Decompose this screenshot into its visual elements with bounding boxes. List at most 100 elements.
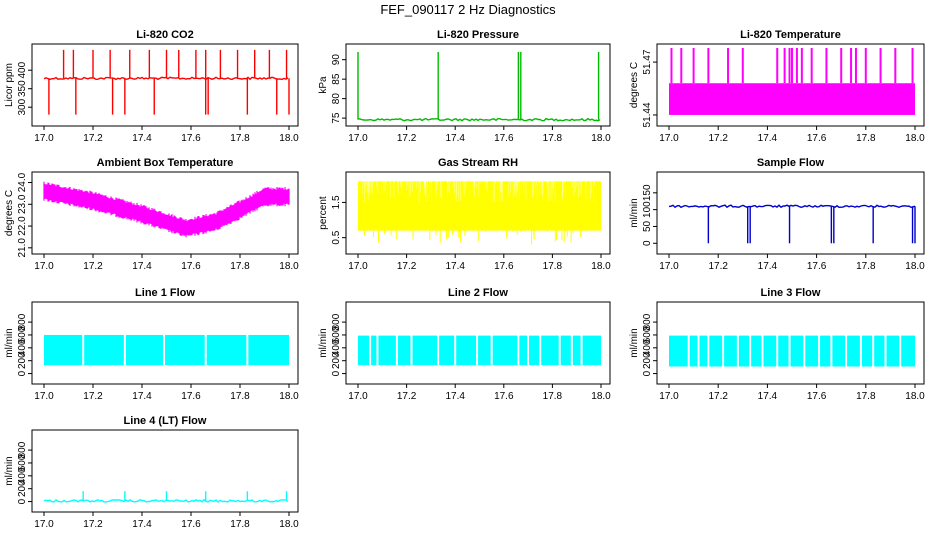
x-tick-label: 18.0: [591, 261, 611, 272]
data-line: [357, 117, 601, 122]
chart-panel-3: Li-820 Temperature 17.0 17.2 17.4 17.6 17.8 18…: [629, 29, 925, 144]
y-tick-label: 350: [17, 80, 28, 97]
chart-panel-2: Li-820 Pressure 17.0 17.2 17.4 17.6 17.8 18.0 7…: [318, 29, 611, 144]
data-series: [357, 179, 601, 245]
x-tick-label: 17.8: [230, 519, 250, 530]
y-tick-label: 100: [642, 201, 653, 218]
y-tick-label: 0: [17, 370, 28, 376]
x-tick-label: 17.4: [445, 133, 465, 144]
x-tick-label: 17.4: [132, 261, 152, 272]
x-tick-label: 17.8: [230, 133, 250, 144]
data-series: [357, 51, 601, 122]
x-tick-label: 17.4: [132, 391, 152, 402]
chart-title: Li-820 Pressure: [437, 29, 519, 41]
chart-title: Line 1 Flow: [135, 287, 195, 299]
x-tick-label: 17.8: [543, 133, 563, 144]
y-axis-label: ml/min: [629, 198, 640, 227]
y-tick-label: 400: [17, 61, 28, 78]
y-tick-label: 800: [331, 313, 342, 330]
x-tick-label: 17.2: [83, 519, 103, 530]
x-tick-label: 17.6: [807, 133, 827, 144]
data-series: [358, 333, 601, 368]
y-tick-label: 800: [642, 313, 653, 330]
y-tick-label: 600: [17, 454, 28, 471]
x-tick-label: 17.6: [181, 391, 201, 402]
x-tick-label: 17.0: [34, 519, 54, 530]
y-tick-label: 50: [642, 220, 653, 232]
x-tick-label: 17.4: [132, 519, 152, 530]
x-tick-label: 17.8: [543, 261, 563, 272]
y-tick-label: 85: [331, 73, 342, 85]
x-tick-label: 17.0: [348, 133, 368, 144]
chart-title: Sample Flow: [757, 157, 825, 169]
data-series: [44, 332, 289, 368]
y-axis-label: Licor ppm: [4, 63, 15, 107]
x-tick-label: 17.4: [445, 391, 465, 402]
chart-title: Ambient Box Temperature: [97, 157, 234, 169]
x-tick-label: 17.0: [659, 391, 679, 402]
y-tick-label: 400: [17, 339, 28, 356]
x-tick-label: 17.8: [230, 261, 250, 272]
x-tick-label: 17.4: [132, 133, 152, 144]
y-axis-label: ml/min: [629, 328, 640, 357]
y-tick-label: 0: [17, 498, 28, 504]
x-tick-label: 17.8: [543, 391, 563, 402]
y-axis-label: percent: [318, 196, 329, 230]
x-tick-label: 18.0: [279, 133, 299, 144]
data-band: [358, 335, 601, 366]
plot-frame: [656, 43, 925, 127]
x-tick-label: 17.6: [494, 261, 514, 272]
data-series: [668, 204, 916, 244]
y-tick-label: 0: [642, 240, 653, 246]
figure-title: FEF_090117 2 Hz Diagnostics: [380, 2, 556, 17]
x-tick-label: 17.6: [807, 391, 827, 402]
x-tick-label: 17.2: [83, 133, 103, 144]
x-tick-label: 17.4: [758, 391, 778, 402]
x-tick-label: 17.0: [659, 133, 679, 144]
x-tick-label: 17.2: [708, 391, 728, 402]
chart-panel-10: Line 4 (LT) Flow 17.0 17.2 17.4 17.6 17.8 18.0…: [4, 415, 299, 530]
y-tick-label: 200: [331, 352, 342, 369]
y-axis-label: ml/min: [4, 456, 15, 485]
x-tick-label: 17.2: [83, 261, 103, 272]
data-series: [43, 181, 290, 238]
y-tick-label: 300: [17, 98, 28, 115]
x-tick-label: 17.8: [230, 391, 250, 402]
x-tick-label: 18.0: [591, 391, 611, 402]
chart-title: Li-820 CO2: [136, 29, 193, 41]
y-tick-label: 200: [17, 480, 28, 497]
chart-panel-1: Li-820 CO2 17.0 17.2 17.4 17.6 17.8 18.0 300350…: [4, 29, 299, 144]
x-tick-label: 17.8: [856, 133, 876, 144]
x-tick-label: 17.2: [83, 391, 103, 402]
y-tick-label: 600: [331, 326, 342, 343]
chart-panel-9: Line 3 Flow 17.0 17.2 17.4 17.6 17.8 18.0 02004…: [629, 287, 925, 402]
x-tick-label: 17.0: [34, 391, 54, 402]
x-tick-label: 17.6: [494, 391, 514, 402]
chart-panel-4: Ambient Box Temperature 17.0 17.2 17.4 17.6 1…: [4, 157, 299, 272]
y-tick-label: 51.44: [642, 102, 653, 127]
plot-frame: [31, 301, 299, 385]
data-band: [44, 334, 289, 366]
plot-frame: [345, 43, 611, 127]
data-series: [43, 49, 290, 115]
chart-panel-6: Sample Flow 17.0 17.2 17.4 17.6 17.8 18.0 0 50 10…: [629, 157, 925, 272]
x-tick-label: 17.2: [397, 391, 417, 402]
plot-frame: [31, 43, 299, 127]
x-tick-label: 18.0: [905, 261, 925, 272]
x-tick-label: 17.2: [708, 133, 728, 144]
chart-title: Line 4 (LT) Flow: [124, 415, 207, 427]
data-band: [669, 83, 915, 115]
chart-title: Gas Stream RH: [438, 157, 518, 169]
x-tick-label: 17.0: [659, 261, 679, 272]
y-tick-label: 600: [17, 326, 28, 343]
y-tick-label: 51.47: [642, 49, 653, 74]
x-tick-label: 17.0: [34, 133, 54, 144]
x-tick-label: 17.8: [856, 391, 876, 402]
y-tick-label: 0: [642, 370, 653, 376]
x-tick-label: 18.0: [279, 391, 299, 402]
y-tick-label: 800: [17, 441, 28, 458]
chart-title: Line 2 Flow: [448, 287, 508, 299]
y-tick-label: 600: [642, 326, 653, 343]
y-tick-label: 24.0: [17, 172, 28, 192]
